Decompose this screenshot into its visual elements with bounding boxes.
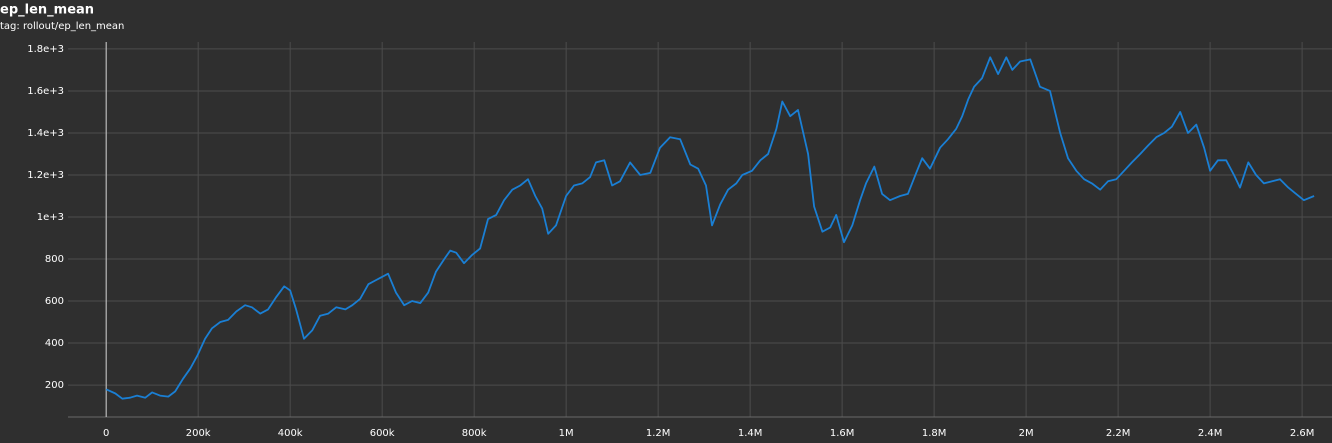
x-tick-label: 1.4M (738, 428, 763, 439)
chart-subtitle: tag: rollout/ep_len_mean (0, 21, 124, 32)
series-line (105, 56, 1315, 400)
y-tick-label: 1.4e+3 (27, 128, 64, 139)
y-tick-label: 400 (45, 338, 64, 349)
y-tick-label: 600 (45, 296, 64, 307)
x-tick-label: 2M (1019, 428, 1034, 439)
x-tick-label: 1M (559, 428, 574, 439)
x-tick-label: 1.2M (646, 428, 671, 439)
x-tick-label: 1.8M (922, 428, 947, 439)
y-tick-label: 200 (45, 380, 64, 391)
y-tick-label: 1.8e+3 (27, 44, 64, 55)
x-tick-label: 2.6M (1290, 428, 1315, 439)
y-tick-label: 800 (45, 254, 64, 265)
x-tick-label: 800k (462, 428, 487, 439)
x-tick-label: 2.4M (1198, 428, 1223, 439)
y-tick-label: 1e+3 (37, 212, 64, 223)
x-tick-label: 2.2M (1106, 428, 1131, 439)
chart-title: ep_len_mean (0, 3, 94, 18)
y-tick-label: 1.6e+3 (27, 86, 64, 97)
x-tick-label: 600k (370, 428, 395, 439)
x-tick-label: 0 (103, 428, 109, 439)
x-tick-label: 1.6M (830, 428, 855, 439)
x-tick-label: 400k (278, 428, 303, 439)
x-tick-label: 200k (186, 428, 211, 439)
y-tick-label: 1.2e+3 (27, 170, 64, 181)
